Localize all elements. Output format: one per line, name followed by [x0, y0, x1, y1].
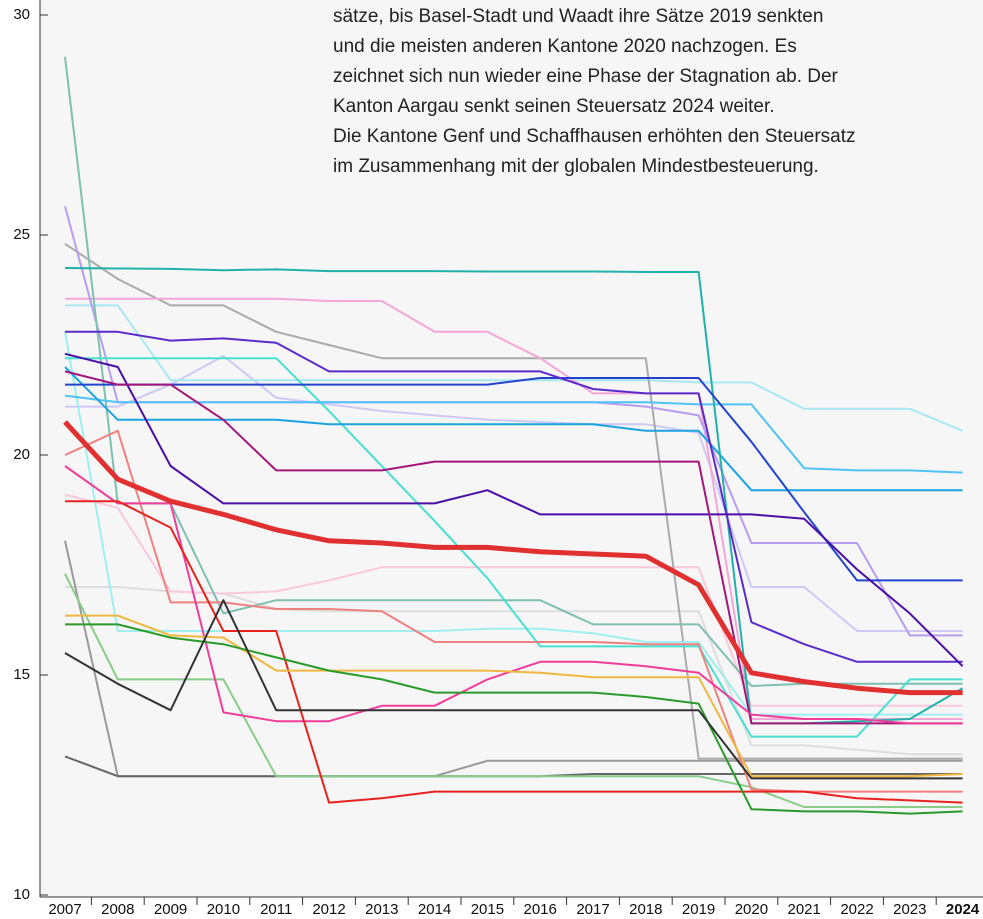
- annotation-line: und die meisten anderen Kantone 2020 nac…: [333, 36, 797, 57]
- y-tick-label: 20: [13, 446, 30, 463]
- series-line: [64, 242, 963, 760]
- y-tick-label: 30: [13, 6, 30, 23]
- series-line: [65, 377, 963, 582]
- x-tick-label: 2024: [946, 901, 980, 918]
- x-tick-label: 2009: [154, 901, 187, 918]
- series-line: [64, 429, 963, 793]
- series-line: [65, 500, 963, 804]
- x-tick-label: 2008: [101, 901, 134, 918]
- annotation-line: Kanton Aargau senkt seinen Steuersatz 20…: [333, 96, 775, 117]
- x-tick-label: 2015: [471, 901, 504, 918]
- annotation-line: im Zusammenhang mit der globalen Mindest…: [333, 156, 819, 177]
- x-tick-label: 2021: [788, 901, 821, 918]
- x-tick-label: 2017: [576, 901, 609, 918]
- series-line: [64, 599, 963, 780]
- x-tick-label: 2016: [524, 901, 557, 918]
- x-tick-label: 2012: [312, 901, 345, 918]
- x-tick-label: 2007: [48, 901, 81, 918]
- annotation-line: sätze, bis Basel-Stadt und Waadt ihre Sä…: [333, 6, 823, 27]
- series-line: [64, 394, 963, 474]
- series-line: [65, 304, 963, 432]
- series-line: [64, 331, 963, 716]
- series-line: [63, 420, 963, 696]
- y-tick-label: 10: [13, 886, 30, 903]
- annotation-line: Die Kantone Genf und Schaffhausen erhöht…: [333, 126, 856, 147]
- x-tick-label: 2014: [418, 901, 451, 918]
- series-line: [64, 465, 963, 725]
- x-tick-label: 2020: [735, 901, 768, 918]
- x-tick-label: 2023: [893, 901, 926, 918]
- x-tick-label: 2011: [260, 901, 292, 918]
- series-line: [65, 330, 963, 663]
- series-line: [64, 370, 963, 725]
- series-line: [65, 623, 963, 815]
- x-tick-label: 2010: [207, 901, 240, 918]
- y-tick-label: 25: [13, 226, 30, 243]
- series-line: [65, 357, 963, 738]
- series-line: [65, 355, 963, 632]
- y-tick-label: 15: [13, 666, 30, 683]
- x-tick-label: 2013: [365, 901, 398, 918]
- x-tick-label: 2019: [682, 901, 715, 918]
- series-line: [65, 614, 963, 778]
- series-line: [64, 352, 964, 667]
- x-tick-label: 2022: [840, 901, 873, 918]
- x-tick-label: 2018: [629, 901, 662, 918]
- annotation-line: zeichnet sich nun wieder eine Phase der …: [333, 66, 839, 87]
- series-line: [64, 366, 963, 492]
